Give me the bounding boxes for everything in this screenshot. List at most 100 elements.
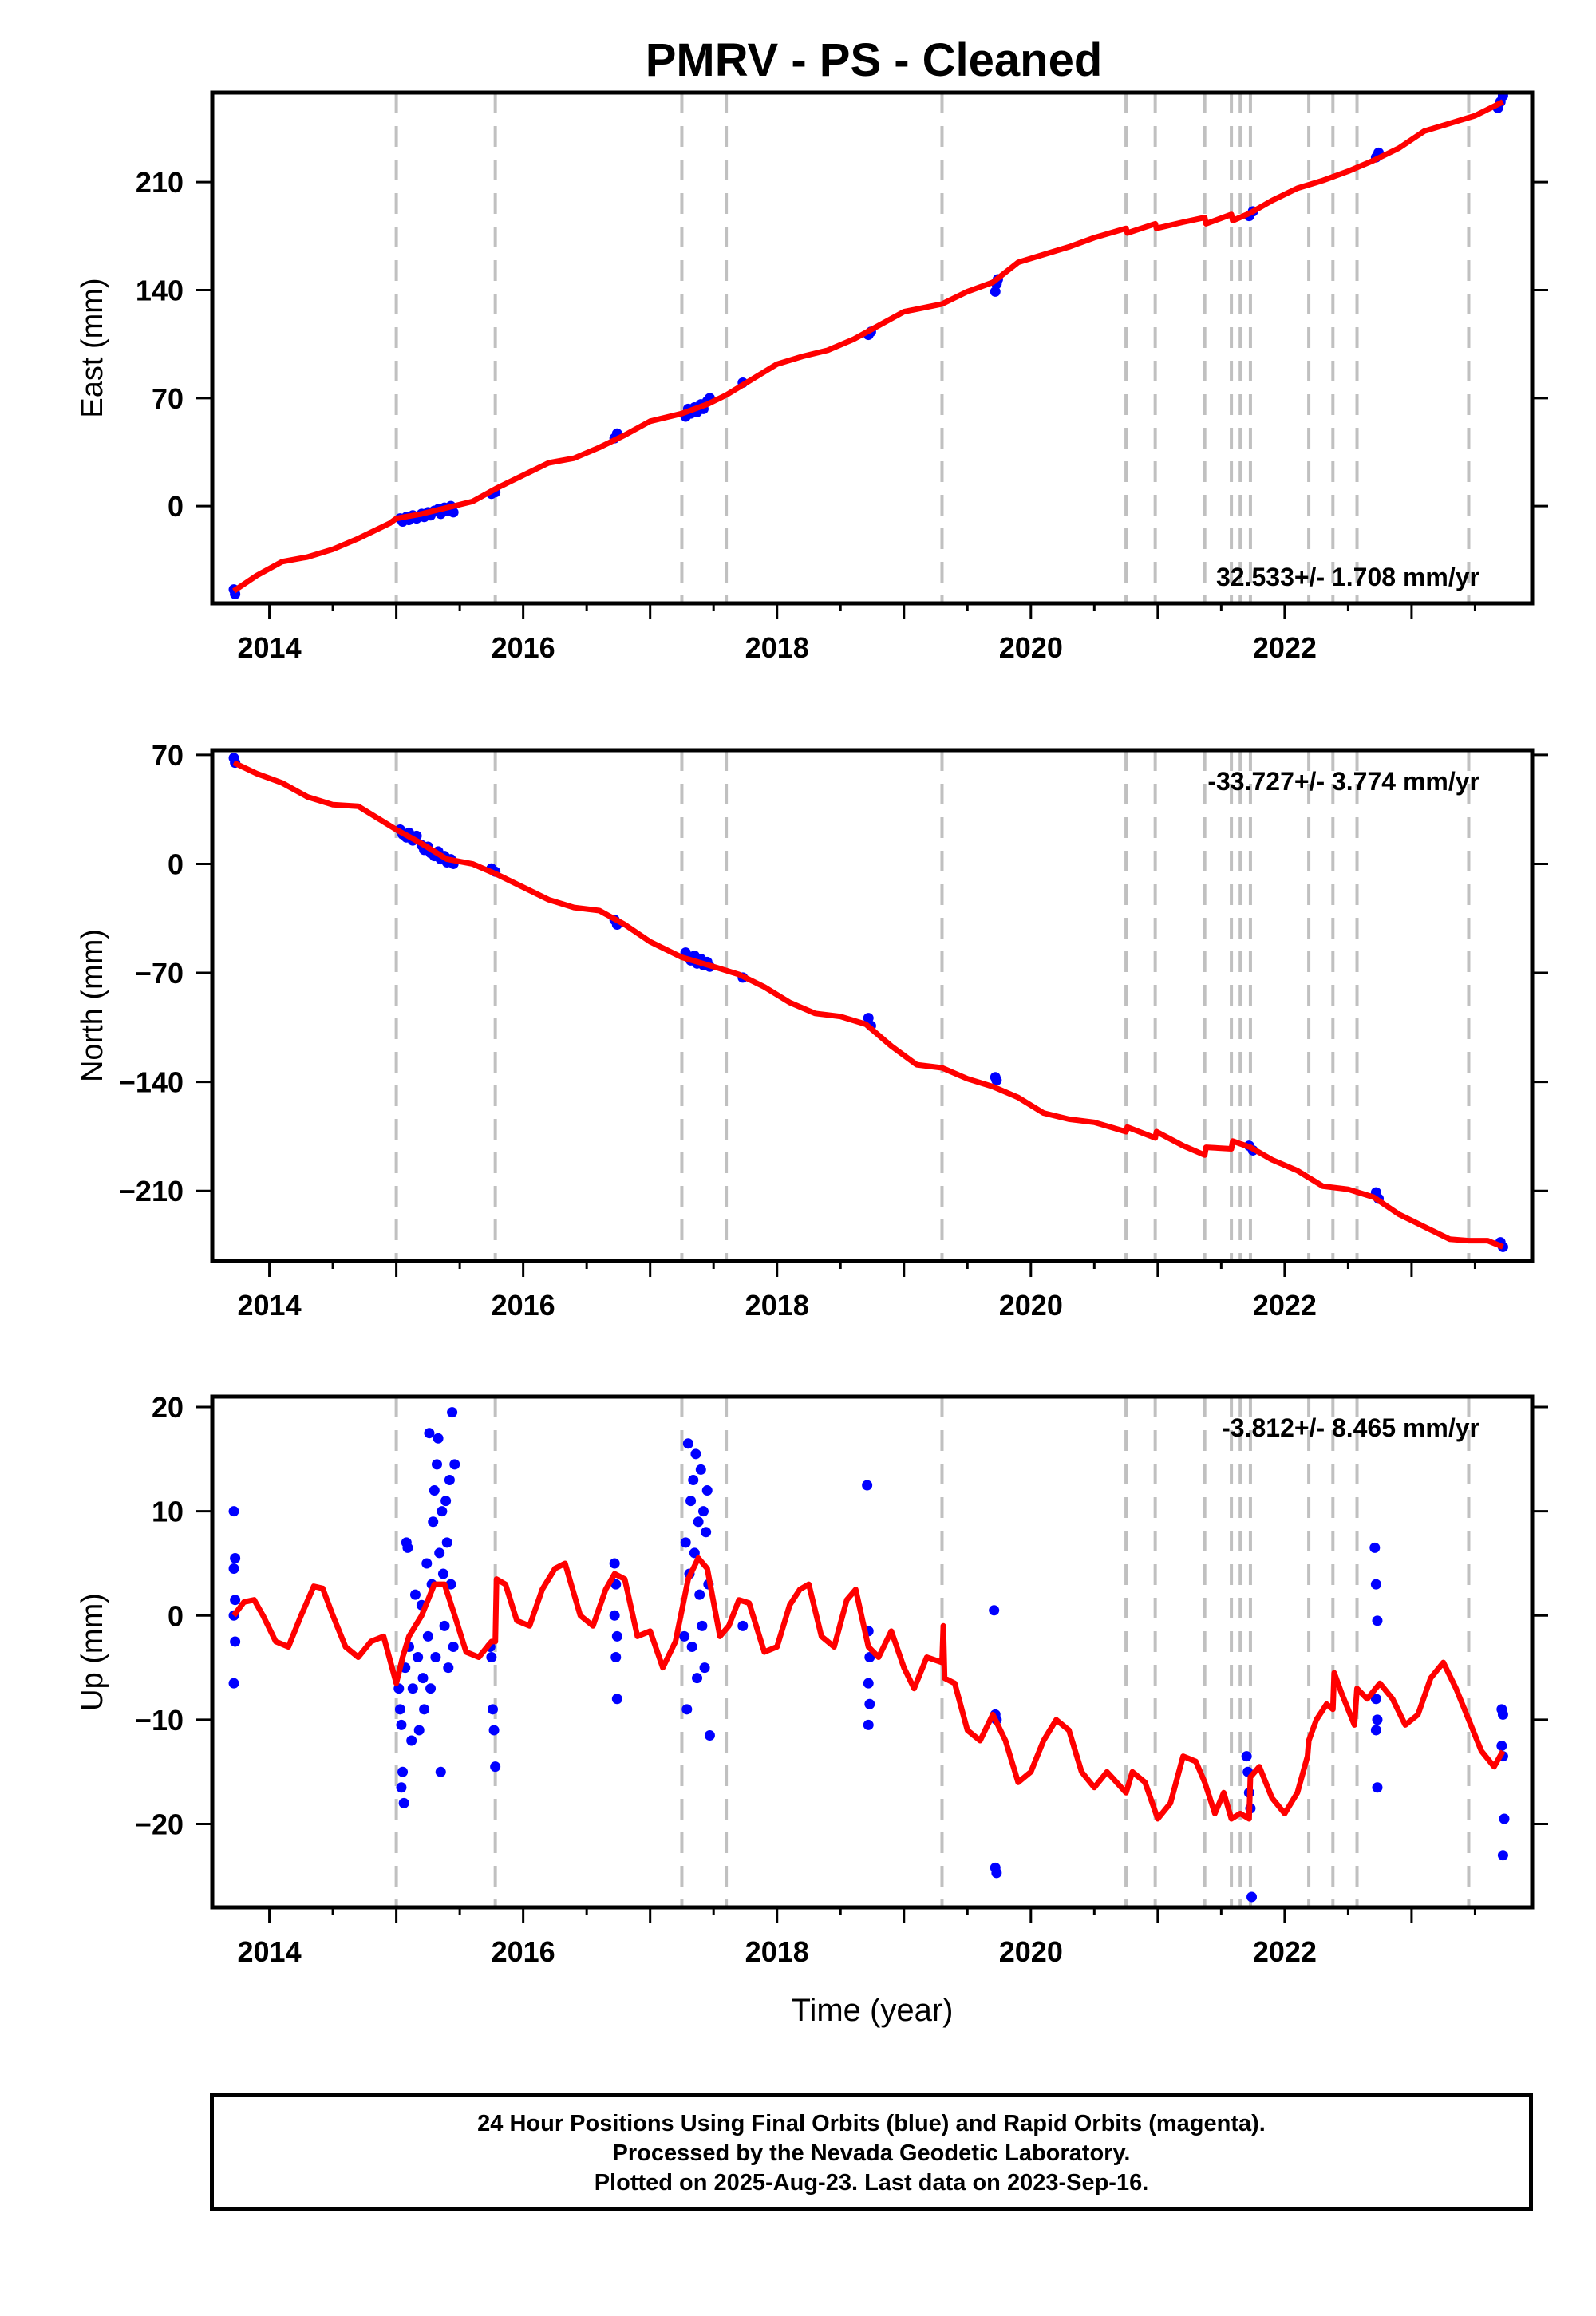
north-y-tick-label: −210	[119, 1175, 184, 1207]
east-x-tick-label: 2014	[238, 631, 302, 664]
up-data-point	[419, 1704, 430, 1715]
up-data-point	[488, 1725, 500, 1736]
up-data-point	[688, 1474, 699, 1485]
up-data-point	[695, 1464, 706, 1475]
up-data-point	[422, 1630, 433, 1642]
up-data-point	[989, 1605, 1000, 1616]
north-y-tick-label: 0	[168, 848, 184, 880]
up-data-point	[1246, 1891, 1258, 1903]
up-data-point	[1372, 1714, 1383, 1725]
up-data-point	[689, 1547, 700, 1559]
up-data-point	[609, 1610, 620, 1621]
up-x-tick-label: 2020	[999, 1935, 1063, 1968]
up-data-point	[704, 1729, 715, 1741]
up-data-point	[430, 1652, 441, 1663]
up-y-axis-label: Up (mm)	[76, 1593, 109, 1711]
up-data-point	[701, 1527, 712, 1538]
up-y-tick-label: 10	[152, 1496, 184, 1528]
up-y-tick-label: 0	[168, 1599, 184, 1632]
east-x-tick-label: 2016	[492, 631, 555, 664]
up-data-point	[439, 1620, 450, 1631]
up-data-point	[406, 1735, 417, 1746]
up-data-point	[681, 1704, 693, 1715]
up-data-point	[407, 1683, 418, 1694]
up-data-point	[230, 1552, 241, 1563]
north-y-tick-label: −140	[119, 1066, 184, 1099]
north-frame	[210, 748, 1535, 1263]
up-data-point	[448, 1641, 459, 1652]
north-y-tick-label: 70	[152, 739, 184, 772]
north-model-line	[232, 760, 1504, 1250]
up-data-point	[409, 1589, 421, 1600]
up-data-point	[1372, 1782, 1383, 1793]
up-data-point	[1372, 1615, 1383, 1626]
east-panel: 2014 2016 2018 2020 2022 0 70 140 210 East (mm) 32…	[76, 90, 1548, 664]
east-y-tick-label: 0	[168, 490, 184, 523]
north-x-tick-label: 2016	[492, 1289, 555, 1322]
up-data-point	[429, 1485, 440, 1496]
up-data-point	[864, 1698, 875, 1709]
up-data-point	[487, 1704, 498, 1715]
up-data-point	[447, 1407, 458, 1418]
up-data-point	[699, 1662, 710, 1674]
up-data-point	[437, 1568, 448, 1579]
up-data-point	[1241, 1751, 1252, 1762]
up-data-point	[862, 1480, 873, 1491]
up-data-point	[402, 1542, 413, 1553]
up-data-point	[1499, 1813, 1510, 1824]
up-x-tick-label: 2018	[745, 1935, 809, 1968]
up-data-point	[1370, 1579, 1381, 1590]
up-data-point	[680, 1537, 691, 1548]
east-y-tick-label: 210	[136, 166, 184, 199]
up-data-point	[230, 1636, 241, 1647]
up-data-point	[449, 1459, 460, 1470]
up-data-point	[421, 1558, 433, 1569]
up-data-point	[1369, 1542, 1381, 1553]
up-y-tick-label: −20	[135, 1808, 184, 1841]
north-x-tick-label: 2014	[238, 1289, 302, 1322]
up-data-point	[431, 1459, 442, 1470]
footer-line-2: Processed by the Nevada Geodetic Laborat…	[612, 2140, 1131, 2166]
up-data-point	[1497, 1850, 1508, 1861]
up-data-point	[611, 1694, 622, 1705]
up-data-point	[428, 1516, 439, 1528]
up-data-point	[396, 1782, 407, 1793]
up-data-point	[692, 1673, 703, 1684]
up-data-point	[440, 1496, 452, 1507]
up-data-point	[228, 1678, 239, 1689]
up-data-point	[611, 1630, 622, 1642]
up-data-point	[686, 1641, 697, 1652]
north-y-tick-label: −70	[135, 957, 184, 990]
east-y-tick-label: 140	[136, 274, 184, 306]
up-x-axis-label: Time (year)	[792, 1993, 954, 2028]
up-data-point	[1370, 1725, 1381, 1736]
up-data-point	[1496, 1741, 1507, 1752]
up-panel: 2014 2016 2018 2020 2022 20 10 0 −10 −20 Up (mm) Ti…	[76, 1391, 1548, 2028]
up-rate-label: -3.812+/- 8.465 mm/yr	[1222, 1413, 1479, 1442]
up-data-point	[413, 1725, 425, 1736]
up-x-tick-label: 2014	[238, 1935, 302, 1968]
up-y-tick-label: −10	[135, 1704, 184, 1737]
up-data-point	[413, 1652, 424, 1663]
up-data-point	[694, 1589, 705, 1600]
north-rate-label: -33.727+/- 3.774 mm/yr	[1207, 767, 1479, 796]
up-data-point	[1497, 1709, 1508, 1720]
east-rate-label: 32.533+/- 1.708 mm/yr	[1216, 563, 1479, 591]
up-data-point	[693, 1516, 704, 1528]
up-data-point	[437, 1506, 448, 1517]
up-data-point	[444, 1474, 455, 1485]
up-data-point	[397, 1766, 409, 1777]
up-data-point	[490, 1761, 501, 1773]
up-data-point	[701, 1485, 713, 1496]
north-x-tick-label: 2020	[999, 1289, 1063, 1322]
east-data-point	[990, 286, 1001, 297]
up-data-point	[435, 1766, 446, 1777]
up-data-point	[863, 1719, 874, 1730]
east-x-tick-label: 2020	[999, 631, 1063, 664]
east-frame	[210, 90, 1535, 606]
up-model-line	[231, 1555, 1506, 1822]
up-data-point	[424, 1428, 435, 1439]
up-x-tick-label: 2022	[1253, 1935, 1317, 1968]
up-data-point	[863, 1678, 874, 1689]
